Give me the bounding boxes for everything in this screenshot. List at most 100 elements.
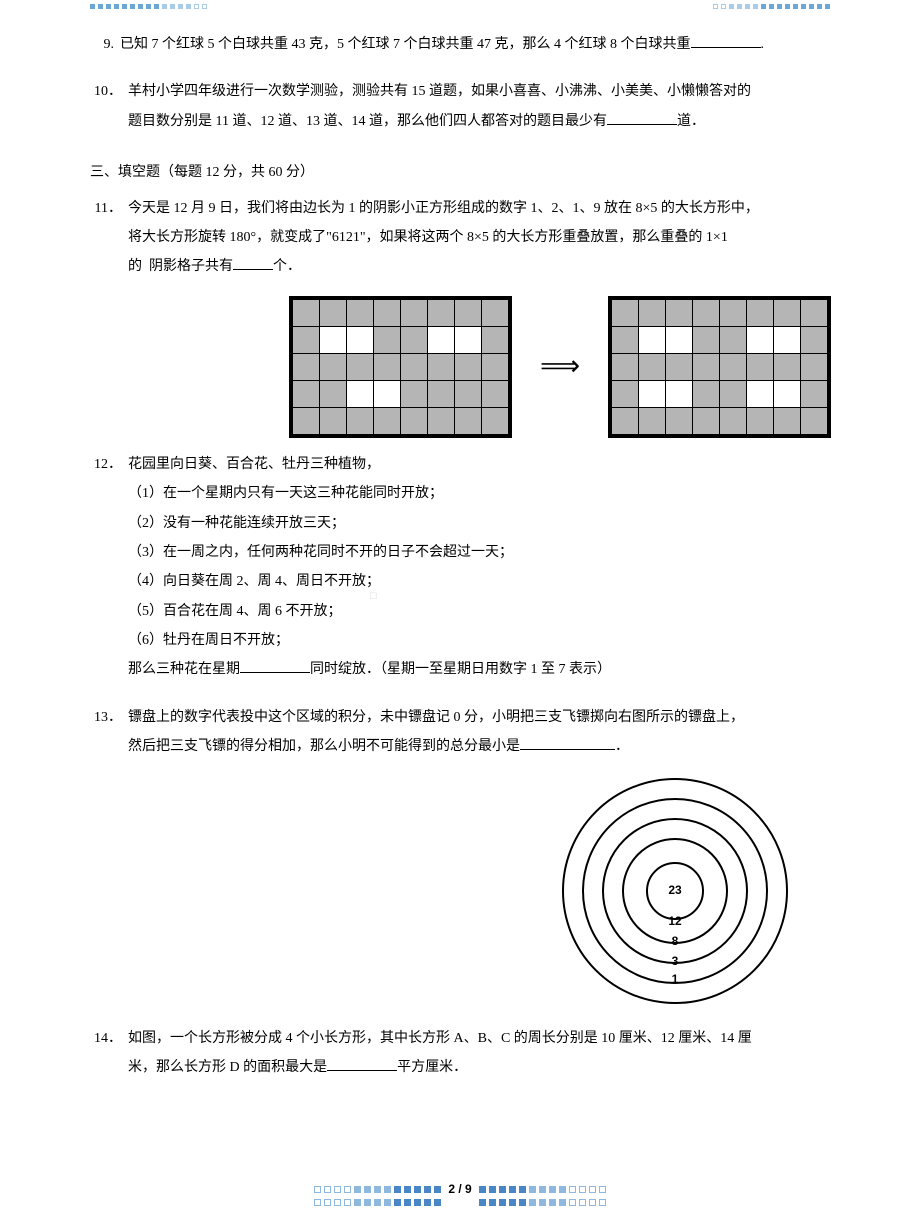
- q11-num: 11．: [90, 194, 128, 282]
- q10-line2b: 道．: [677, 114, 705, 129]
- grid-cell: [482, 327, 508, 353]
- q14-line2a: 米，那么长方形 D 的面积最大是: [128, 1060, 327, 1075]
- grid-cell: [293, 354, 319, 380]
- q14-line2b: 平方厘米．: [397, 1060, 467, 1075]
- grid-cell: [747, 408, 773, 434]
- q9-num: 9.: [90, 30, 120, 59]
- grid-cell: [455, 354, 481, 380]
- question-10: 10． 羊村小学四年级进行一次数学测验，测验共有 15 道题，如果小喜喜、小沸沸…: [90, 77, 830, 136]
- grid-cell: [693, 327, 719, 353]
- grid-cell: [401, 300, 427, 326]
- q13-line2a: 然后把三支飞镖的得分相加，那么小明不可能得到的总分最小是: [128, 739, 520, 754]
- svg-text:8: 8: [672, 934, 679, 948]
- grid-cell: [774, 327, 800, 353]
- page-number: 2 / 9: [448, 1182, 471, 1196]
- q12-num: 12．: [90, 450, 128, 685]
- grid-cell: [720, 381, 746, 407]
- question-13: 13． 镖盘上的数字代表投中这个区域的积分，未中镖盘记 0 分，小明把三支飞镖掷…: [90, 703, 830, 762]
- q11-figure: ⟹: [290, 296, 830, 438]
- grid-cell: [374, 300, 400, 326]
- grid-cell: [720, 408, 746, 434]
- grid-cell: [801, 381, 827, 407]
- grid-cell: [612, 354, 638, 380]
- grid-cell: [374, 381, 400, 407]
- grid-cell: [639, 300, 665, 326]
- q12-c4: （4）向日葵在周 2、周 4、周日不开放；: [128, 567, 830, 596]
- q11-line1: 今天是 12 月 9 日，我们将由边长为 1 的阴影小正方形组成的数字 1、2、…: [128, 194, 830, 223]
- svg-text:23: 23: [668, 883, 682, 897]
- grid-cell: [455, 327, 481, 353]
- q10-line1: 羊村小学四年级进行一次数学测验，测验共有 15 道题，如果小喜喜、小沸沸、小美美…: [128, 77, 830, 106]
- grid-cell: [374, 354, 400, 380]
- q11-line2: 将大长方形旋转 180°，就变成了"6121"，如果将这两个 8×5 的大长方形…: [128, 223, 830, 252]
- q11-blank: [233, 269, 273, 270]
- grid-cell: [801, 327, 827, 353]
- grid-cell: [774, 354, 800, 380]
- grid-cell: [455, 408, 481, 434]
- question-11: 11． 今天是 12 月 9 日，我们将由边长为 1 的阴影小正方形组成的数字 …: [90, 194, 830, 282]
- grid-cell: [347, 327, 373, 353]
- question-12: 12． 花园里向日葵、百合花、牡丹三种植物， （1）在一个星期内只有一天这三种花…: [90, 450, 830, 685]
- grid-cell: [612, 300, 638, 326]
- grid-cell: [320, 354, 346, 380]
- grid-cell: [428, 300, 454, 326]
- grid-cell: [639, 327, 665, 353]
- grid-cell: [347, 381, 373, 407]
- grid-cell: [401, 354, 427, 380]
- grid-cell: [747, 381, 773, 407]
- grid-cell: [401, 327, 427, 353]
- q13-line1: 镖盘上的数字代表投中这个区域的积分，未中镖盘记 0 分，小明把三支飞镖掷向右图所…: [128, 703, 830, 732]
- grid-cell: [428, 381, 454, 407]
- grid-cell: [401, 408, 427, 434]
- grid-cell: [639, 408, 665, 434]
- grid-cell: [693, 381, 719, 407]
- grid-cell: [401, 381, 427, 407]
- q13-line2b: ．: [615, 739, 629, 754]
- grid-cell: [666, 408, 692, 434]
- q13-blank: [520, 749, 615, 750]
- grid-cell: [482, 354, 508, 380]
- grid-cell: [774, 408, 800, 434]
- grid-cell: [720, 327, 746, 353]
- grid-cell: [720, 354, 746, 380]
- question-9: 9. 已知 7 个红球 5 个白球共重 43 克，5 个红球 7 个白球共重 4…: [90, 30, 830, 59]
- grid-cell: [374, 408, 400, 434]
- svg-text:12: 12: [668, 914, 682, 928]
- q14-num: 14．: [90, 1024, 128, 1083]
- watermark: □: [370, 590, 378, 602]
- grid-cell: [666, 354, 692, 380]
- grid-cell: [482, 381, 508, 407]
- grid-cell: [612, 381, 638, 407]
- q11-line3a: 的 阴影格子共有: [128, 259, 233, 274]
- grid-right: [608, 296, 831, 438]
- svg-text:1: 1: [672, 972, 679, 986]
- q10-num: 10．: [90, 77, 128, 136]
- grid-cell: [693, 300, 719, 326]
- grid-cell: [374, 327, 400, 353]
- grid-cell: [774, 300, 800, 326]
- q12-c6: （6）牡丹在周日不开放；: [128, 626, 830, 655]
- grid-cell: [320, 300, 346, 326]
- grid-cell: [774, 381, 800, 407]
- grid-cell: [347, 300, 373, 326]
- grid-cell: [747, 354, 773, 380]
- q9-tail: .: [761, 37, 765, 52]
- q9-blank: [691, 47, 761, 48]
- grid-cell: [320, 327, 346, 353]
- grid-cell: [293, 300, 319, 326]
- grid-cell: [428, 408, 454, 434]
- q12-intro: 花园里向日葵、百合花、牡丹三种植物，: [128, 450, 830, 479]
- footer-decoration: 2 / 9: [0, 1182, 920, 1206]
- q10-blank: [607, 124, 677, 125]
- grid-cell: [428, 354, 454, 380]
- page-content: 9. 已知 7 个红球 5 个白球共重 43 克，5 个红球 7 个白球共重 4…: [0, 0, 920, 1116]
- q9-text: 已知 7 个红球 5 个白球共重 43 克，5 个红球 7 个白球共重 47 克…: [120, 37, 691, 52]
- grid-cell: [347, 354, 373, 380]
- q11-line3b: 个．: [273, 259, 301, 274]
- grid-cell: [693, 354, 719, 380]
- grid-cell: [320, 408, 346, 434]
- grid-cell: [801, 300, 827, 326]
- grid-cell: [747, 300, 773, 326]
- q14-line1: 如图，一个长方形被分成 4 个小长方形，其中长方形 A、B、C 的周长分别是 1…: [128, 1024, 830, 1053]
- grid-cell: [455, 300, 481, 326]
